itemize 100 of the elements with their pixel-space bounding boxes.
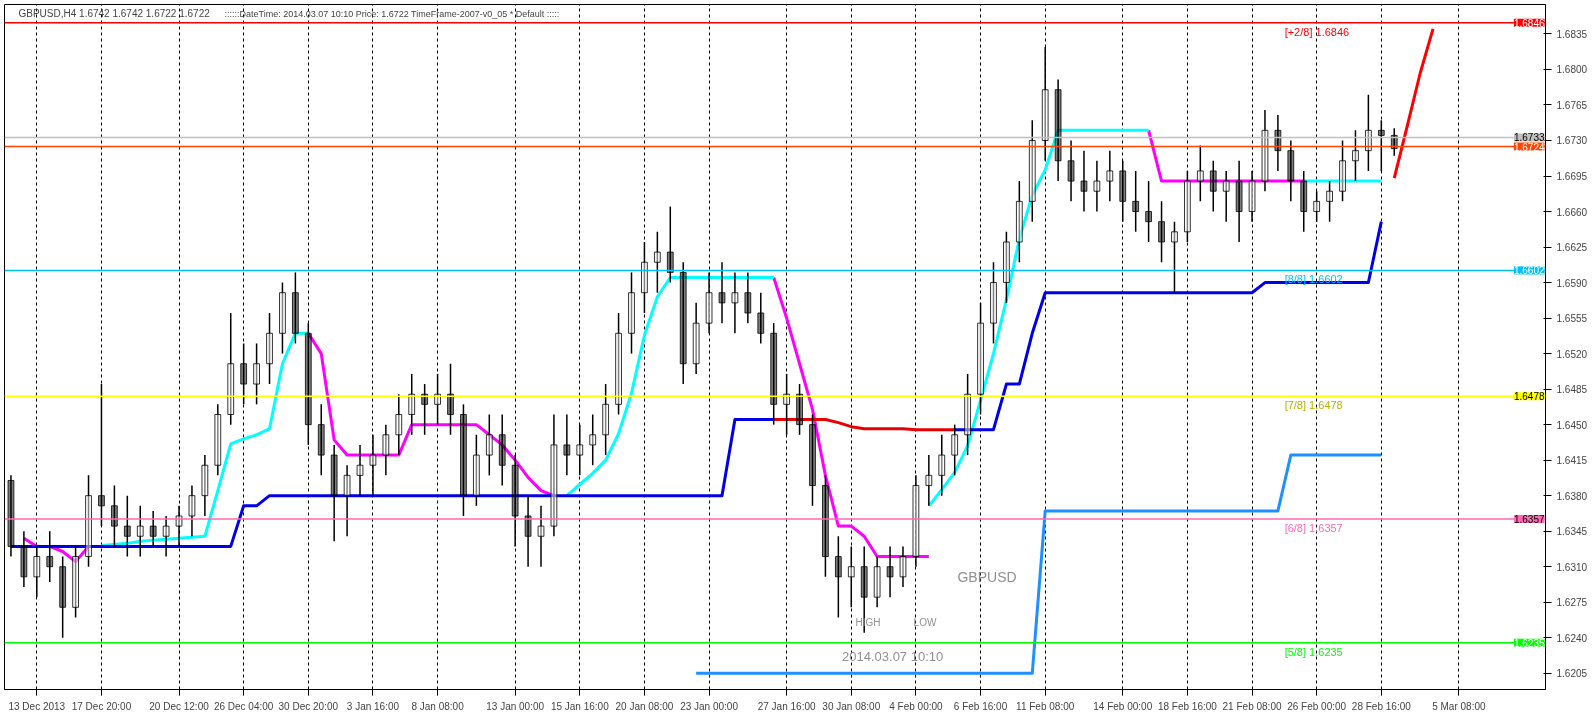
candlestick — [847, 545, 855, 609]
candlestick — [485, 413, 493, 477]
candlestick — [7, 474, 15, 558]
candlestick — [447, 362, 454, 436]
x-tick-label: 21 Feb 08:00 — [1222, 700, 1282, 712]
candlestick — [1119, 160, 1127, 223]
candlestick — [977, 302, 984, 416]
y-tick-label: 1.6205 — [1556, 668, 1588, 680]
candlestick — [537, 505, 545, 568]
line-series — [1392, 27, 1435, 180]
candlestick — [731, 271, 739, 335]
candlestick — [550, 413, 558, 538]
annotation: [+2/8] 1.6846 — [1284, 25, 1350, 38]
x-tick-label: 30 Dec 20:00 — [278, 700, 339, 712]
x-tick-label: 18 Feb 16:00 — [1157, 700, 1218, 712]
candlestick — [1080, 149, 1088, 213]
candlestick — [1183, 170, 1191, 243]
x-tick-label: 23 Jan 00:00 — [680, 700, 739, 712]
y-tick-label: 1.6415 — [1556, 455, 1588, 467]
candlestick — [1028, 119, 1036, 223]
candlestick — [666, 205, 674, 284]
candlestick — [796, 383, 803, 436]
candlestick — [460, 403, 467, 517]
x-tick-label: 6 Feb 16:00 — [953, 700, 1008, 712]
candlestick — [1041, 46, 1049, 162]
candlestick — [291, 271, 299, 345]
candlestick — [1326, 180, 1334, 223]
candlestick — [279, 281, 286, 355]
y-tick-label: 1.6450 — [1556, 419, 1588, 431]
ref-line-label: 1.6602 — [1513, 265, 1545, 277]
ref-line-label: 1.6478 — [1513, 391, 1545, 403]
candlestick — [692, 302, 700, 375]
x-tick-label: 20 Dec 12:00 — [149, 700, 210, 712]
candlestick — [1300, 170, 1308, 233]
candlestick — [98, 383, 105, 527]
candlestick — [123, 494, 131, 558]
candlestick — [253, 342, 260, 406]
ref-line-label: 1.6724 — [1513, 141, 1545, 153]
candlestick — [240, 342, 248, 406]
candlestick — [705, 271, 713, 335]
candlestick — [1015, 180, 1023, 264]
candlestick — [1364, 94, 1372, 172]
chart-title: GBPUSD,H4 1.6742 1.6742 1.6722 1.6722 — [18, 7, 211, 19]
x-tick-label: 28 Feb 16:00 — [1351, 700, 1412, 712]
y-tick-label: 1.6800 — [1556, 64, 1588, 76]
annotation: LOW — [913, 617, 937, 629]
candlestick — [317, 403, 325, 477]
candlestick — [822, 474, 829, 578]
candlestick — [136, 505, 144, 558]
y-tick-label: 1.6310 — [1556, 561, 1588, 573]
x-tick-label: 4 Feb 00:00 — [889, 700, 944, 712]
candlestick — [162, 515, 170, 558]
candlestick — [1235, 160, 1243, 243]
candlestick — [498, 413, 506, 487]
candlestick — [175, 505, 183, 548]
candlestick — [1003, 231, 1010, 304]
candlestick — [188, 484, 196, 538]
x-tick-label: 27 Jan 16:00 — [757, 700, 816, 712]
candlestick — [615, 312, 622, 416]
candlestick — [369, 434, 377, 497]
candlestick — [628, 271, 635, 355]
candlestick — [1209, 160, 1217, 213]
candlestick — [1287, 139, 1295, 203]
annotation: 2014.03.07 10:10 — [842, 648, 944, 664]
x-tick-label: 8 Jan 08:00 — [411, 700, 465, 712]
candlestick — [59, 555, 67, 639]
candlestick — [718, 261, 726, 324]
candlestick — [20, 530, 28, 588]
y-tick-label: 1.6765 — [1556, 99, 1588, 111]
candlestick — [912, 474, 920, 568]
candlestick — [214, 403, 222, 477]
ref-line-label: 1.6357 — [1513, 514, 1545, 526]
ref-line-label: 1.6235 — [1513, 637, 1545, 649]
candlestick — [304, 322, 312, 446]
candlestick — [873, 555, 881, 609]
x-tick-label: 14 Feb 00:00 — [1093, 700, 1153, 712]
y-tick-label: 1.6275 — [1556, 597, 1588, 609]
x-tick-label: 20 Jan 08:00 — [615, 700, 674, 712]
candlestick — [330, 444, 338, 543]
candlestick — [524, 494, 532, 568]
candlestick — [472, 434, 480, 507]
candlestick — [602, 383, 610, 456]
candlestick — [1054, 78, 1062, 182]
candlestick — [653, 231, 661, 294]
candlestick — [770, 322, 778, 426]
candlestick — [110, 484, 118, 548]
candlestick — [408, 373, 416, 436]
candlestick — [809, 413, 816, 507]
candlestick — [382, 423, 390, 477]
annotation: [5/8] 1.6235 — [1284, 645, 1343, 658]
candlestick — [576, 423, 584, 477]
candlestick — [589, 413, 597, 466]
candlestick — [990, 261, 997, 345]
candlestick — [964, 373, 972, 456]
y-tick-label: 1.6660 — [1556, 206, 1588, 218]
x-tick-label: 17 Dec 20:00 — [71, 700, 132, 712]
candlestick — [1145, 180, 1153, 243]
candlestick — [511, 454, 519, 548]
candlestick — [1313, 190, 1321, 223]
candlestick — [1352, 129, 1359, 182]
